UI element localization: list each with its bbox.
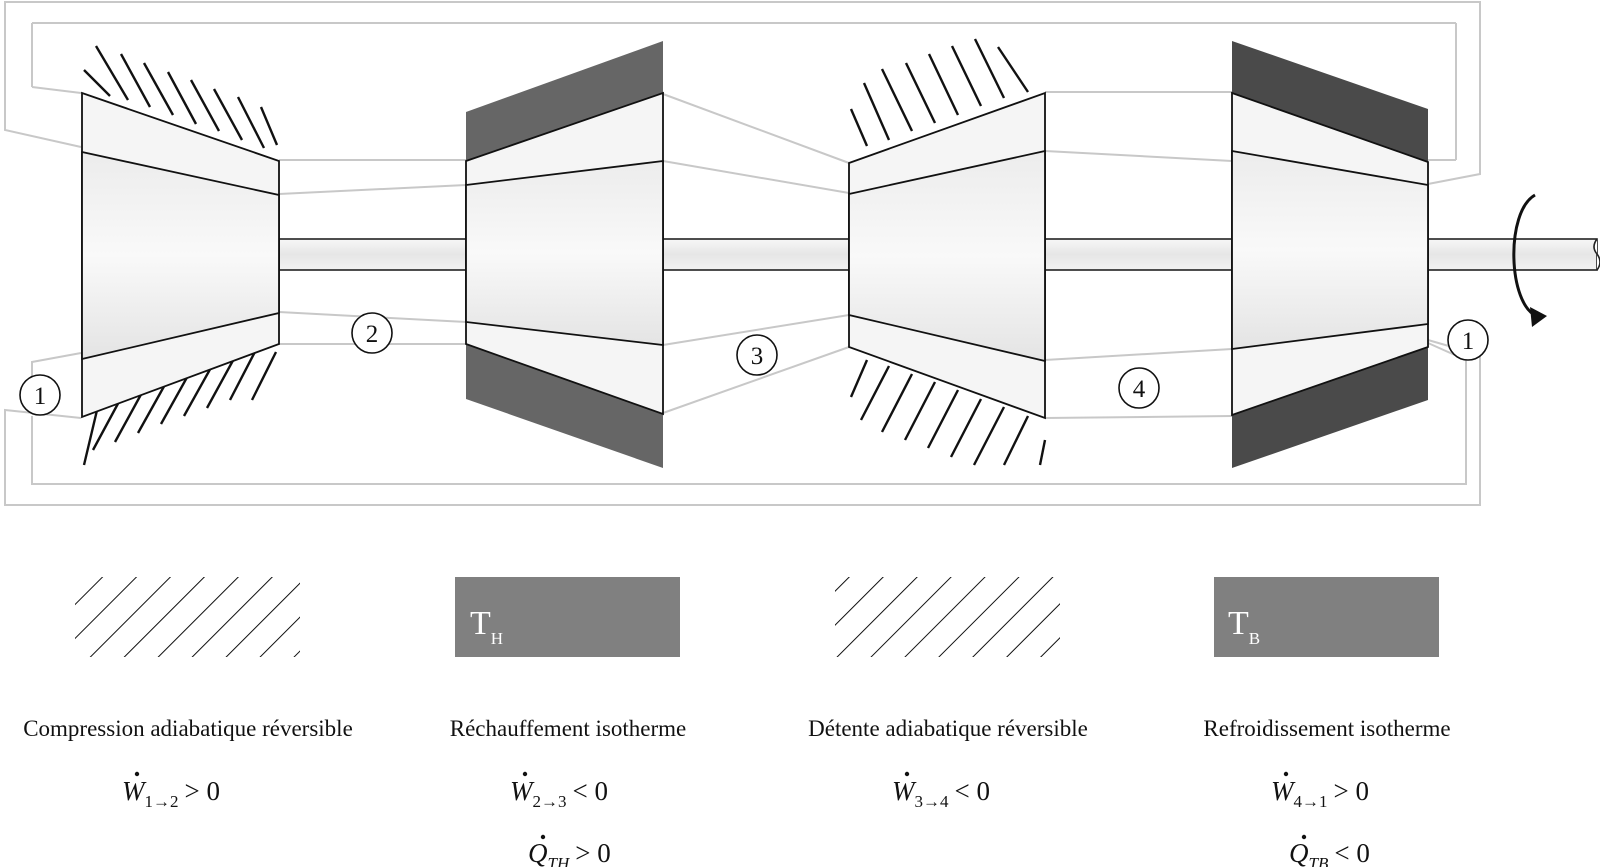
svg-text:3: 3 xyxy=(751,343,764,370)
state-marker-3: 3 xyxy=(736,334,778,376)
cooling-stage xyxy=(1231,41,1429,468)
inter-stage-ducts xyxy=(278,91,1233,419)
svg-text:QTB< 0: QTB < 0 xyxy=(1289,838,1370,867)
svg-text:W4→1> 0: W4→1 > 0 xyxy=(1271,776,1369,811)
work-equation-4-1: W4→1 > 0 xyxy=(1271,771,1369,811)
svg-text:TH: TH xyxy=(470,605,503,648)
svg-text:4: 4 xyxy=(1133,376,1146,403)
legend-hot-reservoir: TH xyxy=(455,577,680,657)
heat-equation-hot: QTH > 0 xyxy=(528,834,611,867)
heating-stage xyxy=(465,41,664,468)
svg-text:W3→4< 0: W3→4 < 0 xyxy=(892,776,990,811)
adiabatic-insulation-top xyxy=(83,45,279,149)
hot-reservoir-bottom xyxy=(466,344,663,468)
stage-label-compression: Compression adiabatique réversible xyxy=(23,716,353,741)
adiabatic-insulation-bottom xyxy=(82,345,278,466)
cold-reservoir-bottom xyxy=(1232,347,1428,468)
svg-text:W1→2> 0: W1→2 > 0 xyxy=(122,776,220,811)
svg-text:W2→3< 0: W2→3 < 0 xyxy=(510,776,608,811)
svg-text:1: 1 xyxy=(1462,328,1475,355)
legend-adiabatic-compression xyxy=(75,577,300,657)
state-marker-2: 2 xyxy=(351,312,393,354)
legend-cold-reservoir: TB xyxy=(1214,577,1439,657)
expansion-stage xyxy=(848,38,1047,466)
svg-text:TB: TB xyxy=(1228,605,1260,648)
heat-equation-cold: QTB < 0 xyxy=(1289,834,1370,867)
state-marker-1-left: 1 xyxy=(19,374,61,416)
cold-reservoir-top xyxy=(1232,41,1428,162)
svg-text:QTH> 0: QTH > 0 xyxy=(528,838,611,867)
svg-text:1: 1 xyxy=(34,383,47,410)
rotation-arrow-icon xyxy=(1512,193,1547,327)
legend-adiabatic-expansion xyxy=(835,577,1060,657)
stage-label-expansion: Détente adiabatique réversible xyxy=(808,716,1088,741)
work-equation-3-4: W3→4 < 0 xyxy=(892,771,990,811)
svg-text:2: 2 xyxy=(366,321,379,348)
state-marker-4: 4 xyxy=(1118,367,1160,409)
stage-label-cooling: Refroidissement isotherme xyxy=(1203,716,1450,741)
adiabatic-insulation-top-2 xyxy=(849,38,1029,147)
hot-reservoir-top xyxy=(466,41,663,161)
compressor-stage xyxy=(81,45,280,466)
state-marker-1-right: 1 xyxy=(1447,319,1489,361)
stage-label-heating: Réchauffement isotherme xyxy=(450,716,687,741)
work-equation-1-2: W1→2 > 0 xyxy=(122,771,220,811)
adiabatic-insulation-bottom-2 xyxy=(849,359,1047,466)
work-equation-2-3: W2→3 < 0 xyxy=(510,771,608,811)
